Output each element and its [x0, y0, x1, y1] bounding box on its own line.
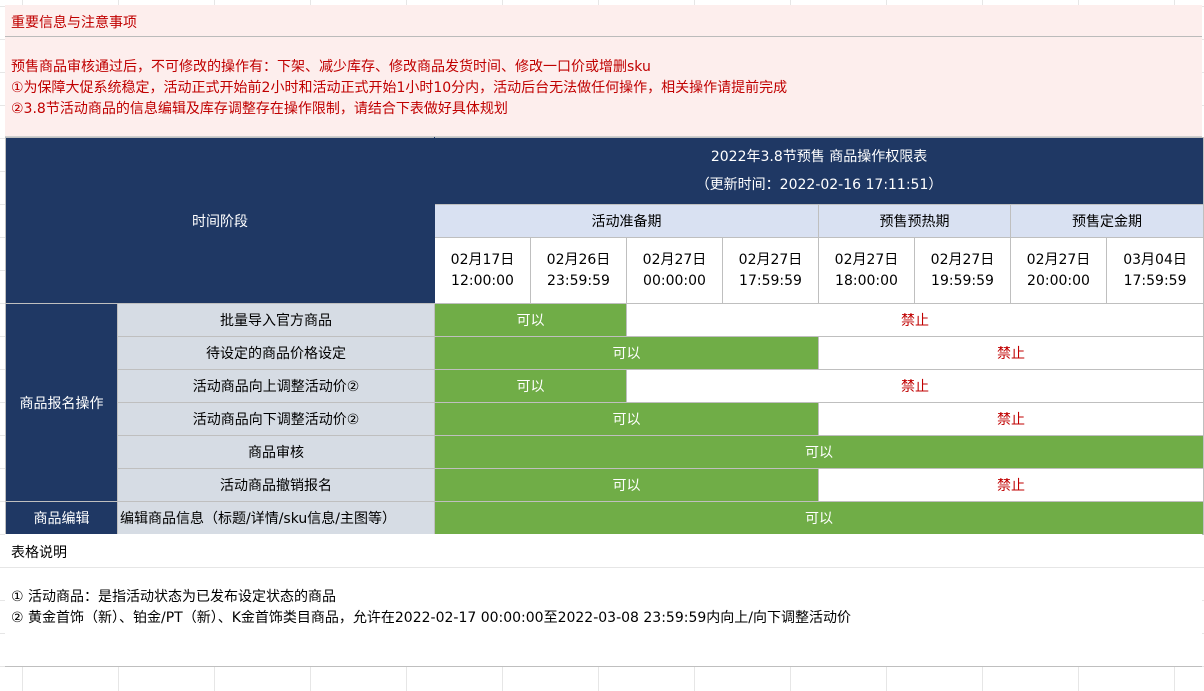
- date-cell: 02月27日 19:59:59: [914, 237, 1011, 304]
- allowed-cell: 可以: [433, 435, 1204, 469]
- notice-block: 重要信息与注意事项 预售商品审核通过后，不可修改的操作有：下架、减少库存、修改商…: [5, 5, 1202, 137]
- allowed-cell: 可以: [434, 303, 627, 337]
- forbidden-cell: 禁止: [625, 303, 1204, 337]
- notice-heading: 重要信息与注意事项: [11, 15, 137, 31]
- date-cell: 02月26日 23:59:59: [530, 237, 627, 304]
- row-label: 批量导入官方商品: [117, 303, 435, 337]
- allowed-cell: 可以: [434, 468, 819, 502]
- notes-title: 表格说明: [11, 545, 67, 561]
- note-line: ② 黄金首饰（新）、铂金/PT（新）、K金首饰类目商品，允许在2022-02-1…: [11, 610, 851, 626]
- table-title-main: 2022年3.8节预售 商品操作权限表: [710, 149, 928, 165]
- date-cell: 02月27日 00:00:00: [626, 237, 723, 304]
- row-label: 活动商品撤销报名: [117, 468, 435, 502]
- allowed-cell: 可以: [434, 336, 819, 370]
- phase-prep: 活动准备期: [434, 204, 819, 238]
- row-label: 活动商品向下调整活动价②: [117, 402, 435, 436]
- date-cell: 02月27日 17:59:59: [722, 237, 819, 304]
- notice-divider: [5, 36, 1202, 37]
- notice-line: 预售商品审核通过后，不可修改的操作有：下架、减少库存、修改商品发货时间、修改一口…: [11, 59, 651, 75]
- table-title: 2022年3.8节预售 商品操作权限表 （更新时间：2022-02-16 17:…: [433, 137, 1204, 205]
- group-signup: 商品报名操作: [5, 303, 118, 502]
- row-label: 编辑商品信息（标题/详情/sku信息/主图等）: [117, 501, 435, 535]
- phase-deposit: 预售定金期: [1009, 204, 1204, 238]
- notice-lines: 预售商品审核通过后，不可修改的操作有：下架、减少库存、修改商品发货时间、修改一口…: [11, 57, 787, 120]
- notes-lines: ① 活动商品：是指活动状态为已发布设定状态的商品 ② 黄金首饰（新）、铂金/PT…: [11, 587, 851, 629]
- row-label: 活动商品向上调整活动价②: [117, 369, 435, 403]
- forbidden-cell: 禁止: [817, 336, 1204, 370]
- row-label: 商品审核: [117, 435, 435, 469]
- date-cell: 03月04日 17:59:59: [1105, 237, 1204, 304]
- notice-line: ①为保障大促系统稳定，活动正式开始前2小时和活动正式开始1小时10分内，活动后台…: [11, 80, 788, 96]
- allowed-cell: 可以: [433, 501, 1204, 535]
- date-cell: 02月27日 20:00:00: [1010, 237, 1107, 304]
- date-cell: 02月27日 18:00:00: [818, 237, 915, 304]
- forbidden-cell: 禁止: [625, 369, 1204, 403]
- allowed-cell: 可以: [434, 369, 627, 403]
- forbidden-cell: 禁止: [817, 468, 1204, 502]
- permission-table: 时间阶段 2022年3.8节预售 商品操作权限表 （更新时间：2022-02-1…: [5, 137, 1204, 535]
- time-stage-header: 时间阶段: [5, 137, 435, 304]
- forbidden-cell: 禁止: [817, 402, 1204, 436]
- date-cell: 02月17日 12:00:00: [434, 237, 531, 304]
- notice-line: ②3.8节活动商品的信息编辑及库存调整存在操作限制，请结合下表做好具体规划: [11, 101, 508, 117]
- table-title-updated: （更新时间：2022-02-16 17:11:51）: [695, 177, 943, 193]
- notes-divider: [5, 567, 1202, 568]
- allowed-cell: 可以: [434, 402, 819, 436]
- table-notes: 表格说明 ① 活动商品：是指活动状态为已发布设定状态的商品 ② 黄金首饰（新）、…: [5, 534, 1202, 667]
- phase-warmup: 预售预热期: [818, 204, 1011, 238]
- group-edit: 商品编辑: [5, 501, 118, 535]
- note-line: ① 活动商品：是指活动状态为已发布设定状态的商品: [11, 589, 336, 605]
- row-label: 待设定的商品价格设定: [117, 336, 435, 370]
